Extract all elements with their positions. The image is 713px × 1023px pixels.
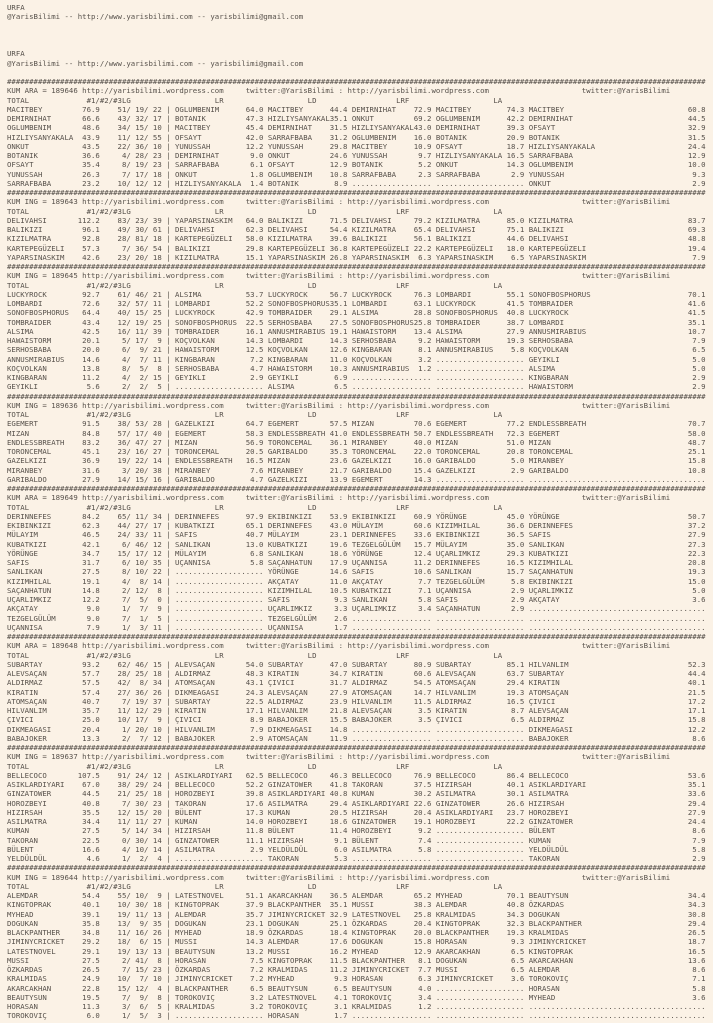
race-block-189646: ########################################… [7,77,706,188]
race-block-189637: ########################################… [7,743,706,863]
race-block-189644: ########################################… [7,863,706,1021]
race-block-189636: ########################################… [7,391,706,484]
race-block-189645: ########################################… [7,262,706,392]
race-block-189648: ########################################… [7,632,706,743]
race-block-189649: ########################################… [7,484,706,632]
race-block-189643: ########################################… [7,188,706,262]
report-header: URFA @YarisBilimi -- http://www.yarisbil… [7,3,304,68]
